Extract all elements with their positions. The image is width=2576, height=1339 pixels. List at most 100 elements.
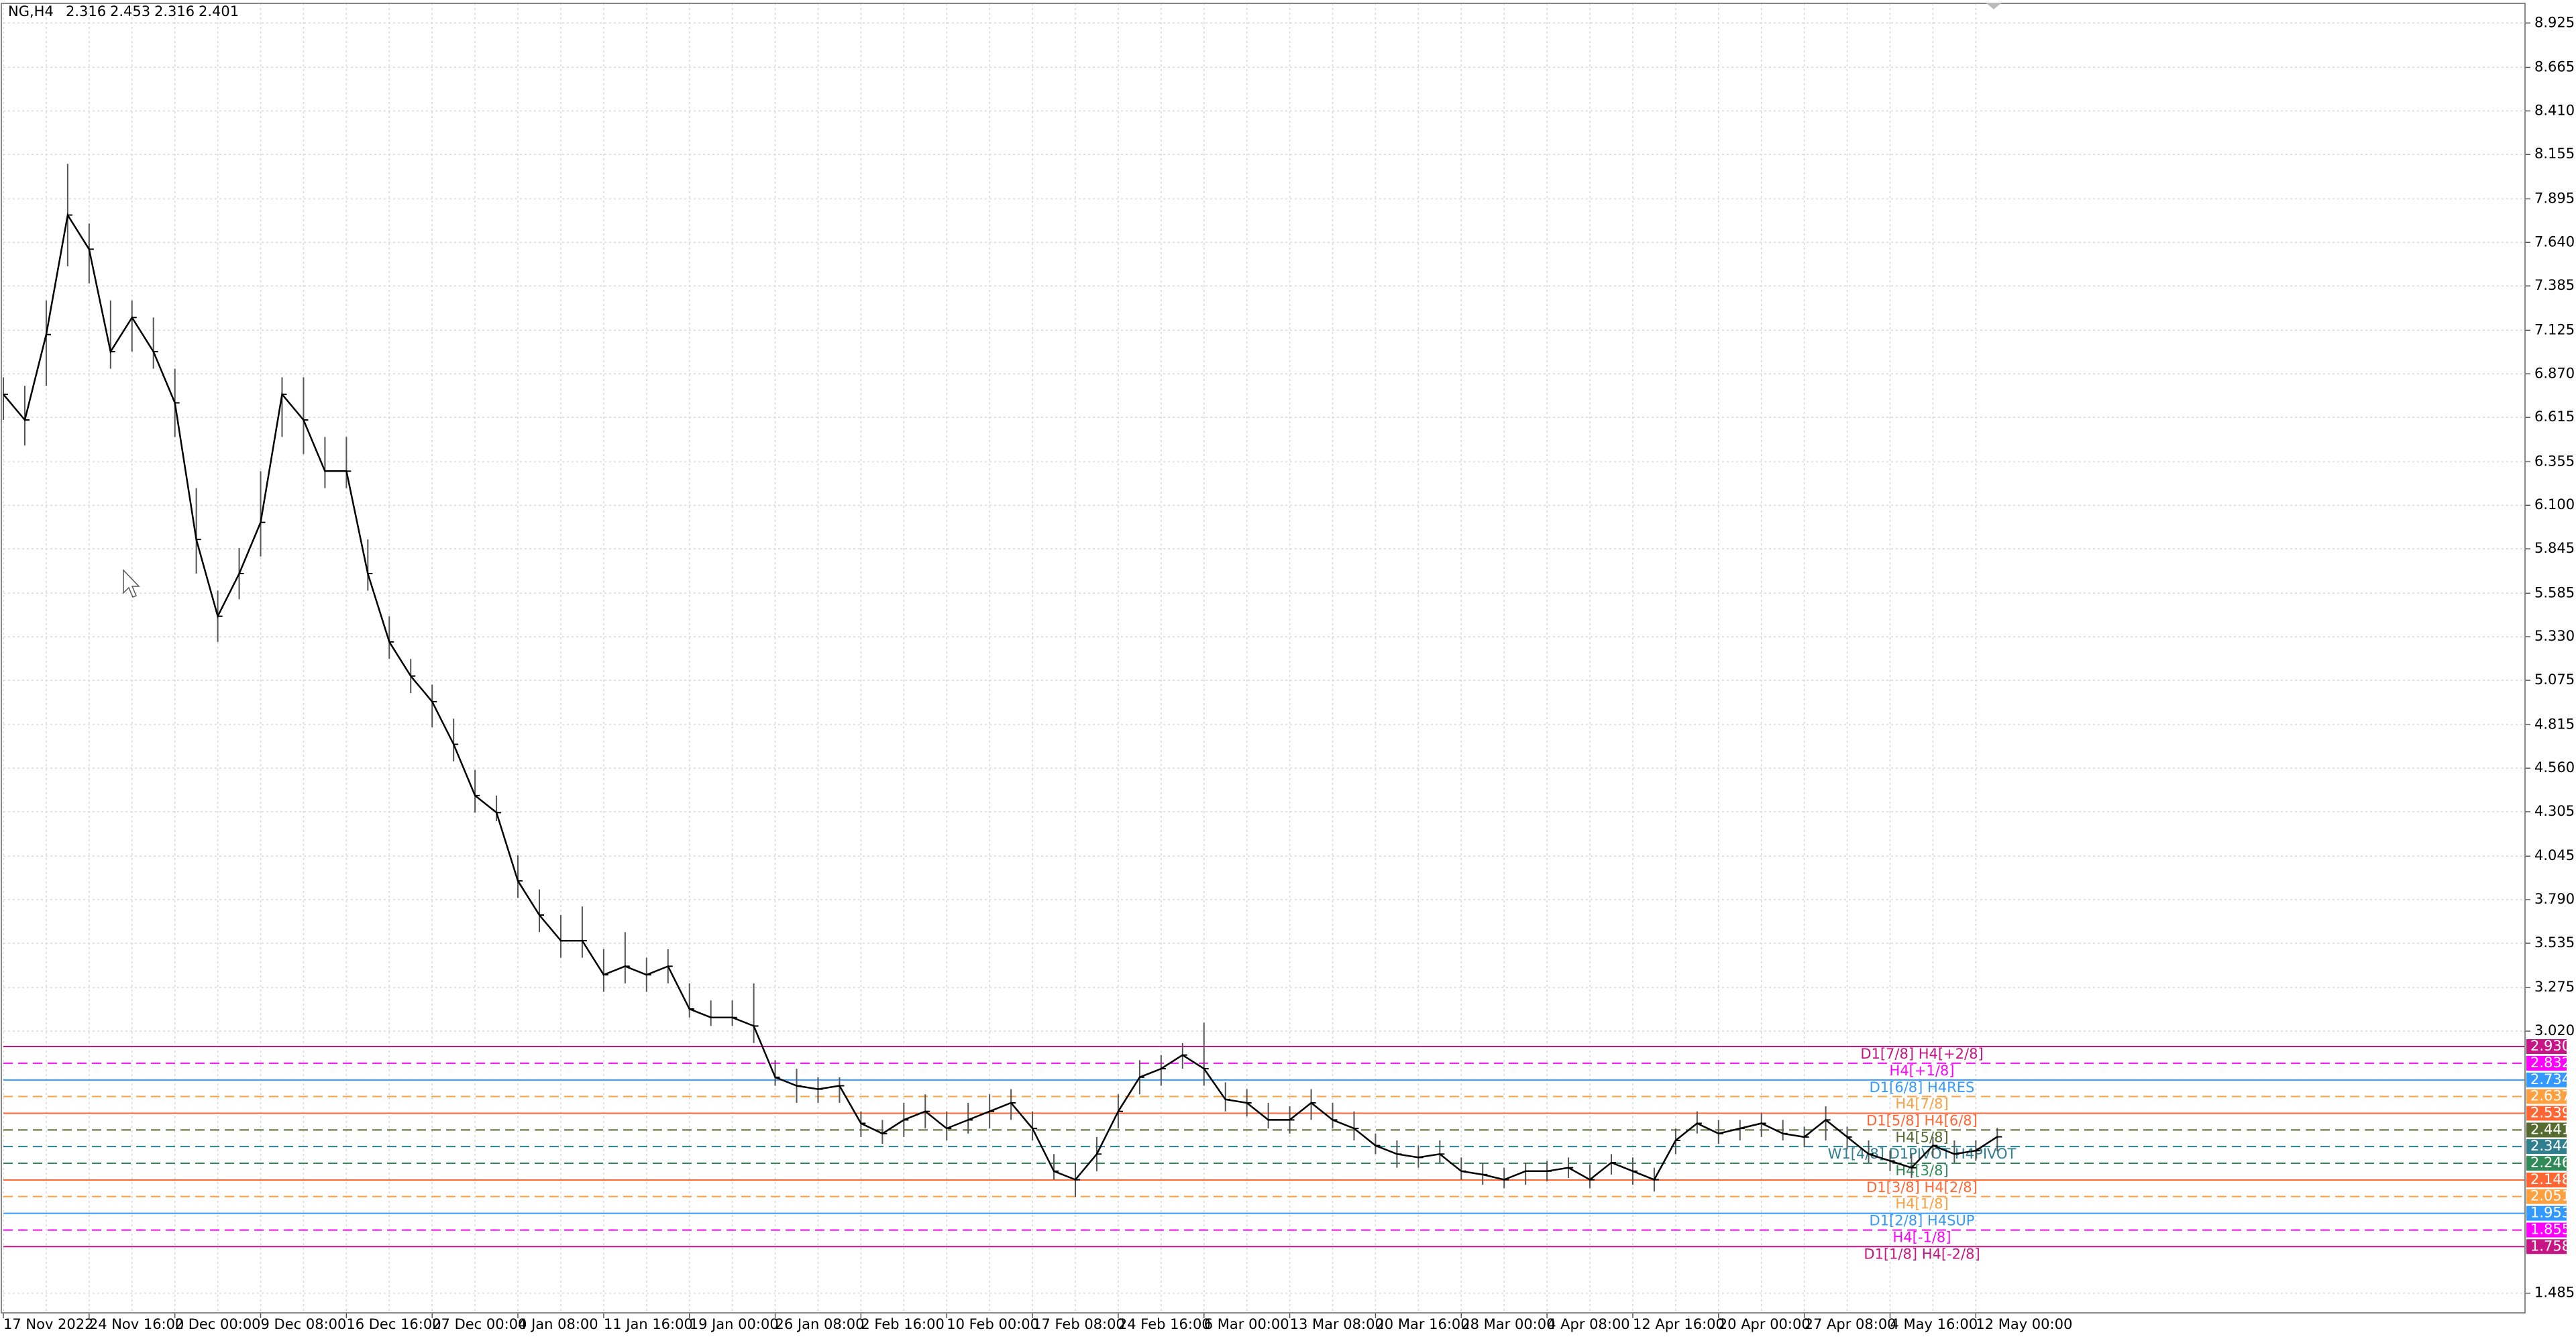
level-price-label: 1.953 [2530,1205,2571,1221]
y-tick-label: 8.410 [2534,102,2575,118]
level-price-box [2526,1072,2567,1087]
level-text: H4[1/8] [1895,1196,1948,1212]
x-tick-label: 19 Jan 00:00 [690,1316,779,1332]
x-tick-label: 4 Jan 08:00 [518,1316,598,1332]
x-tick-label: 26 Jan 08:00 [775,1316,865,1332]
x-tick-label: 24 Nov 16:00 [89,1316,184,1332]
level-price-box [2526,1173,2567,1188]
x-tick-label: 9 Dec 08:00 [261,1316,347,1332]
x-tick-label: 27 Dec 00:00 [432,1316,527,1332]
y-tick-label: 5.585 [2534,584,2575,600]
axes: 8.925 8.665 8.410 8.155 7.895 7.640 7.385 7.125… [3,14,2575,1332]
x-tick-label: 17 Nov 2022 [3,1316,94,1332]
x-tick-label: 16 Dec 16:00 [346,1316,441,1332]
level-text: H4[+1/8] [1890,1063,1955,1079]
y-tick-label: 4.815 [2534,716,2575,732]
x-tick-label: 2 Dec 00:00 [175,1316,261,1332]
x-tick-label: 12 Apr 16:00 [1633,1316,1725,1332]
level-text: D1[3/8] H4[2/8] [1866,1179,1978,1195]
shift-marker [1986,3,2002,9]
high-value: 2.453 [110,3,150,19]
y-tick-label: 4.305 [2534,803,2575,819]
x-tick-label: 4 May 16:00 [1890,1316,1978,1332]
y-tick-label: 8.155 [2534,146,2575,162]
levels: D1[7/8] H4[+2/8]H4[+1/8]D1[6/8] H4RESH4[… [3,1045,2525,1262]
level-price-box [2526,1139,2567,1155]
x-tick-label: 12 May 00:00 [1976,1316,2072,1332]
y-tick-label: 4.045 [2534,847,2575,863]
y-tick-label: 6.100 [2534,496,2575,513]
y-tick-label: 8.665 [2534,58,2575,74]
y-tick-label: 4.560 [2534,759,2575,775]
x-tick-label: 20 Apr 00:00 [1719,1316,1811,1332]
x-tick-label: 17 Feb 08:00 [1032,1316,1125,1332]
level-price-box [2526,1055,2567,1071]
level-price-label: 2.832 [2530,1055,2571,1071]
level-price-label: 2.637 [2530,1088,2571,1104]
level-price-box [2526,1122,2567,1138]
x-tick-label: 13 Mar 08:00 [1290,1316,1384,1332]
level-price-label: 2.734 [2530,1071,2571,1087]
level-text: D1[2/8] H4SUP [1870,1213,1975,1229]
y-tick-label: 7.125 [2534,321,2575,337]
level-text: H4[7/8] [1895,1096,1948,1112]
x-tick-label: 10 Feb 00:00 [947,1316,1039,1332]
x-tick-label: 2 Feb 16:00 [861,1316,944,1332]
level-price-box [2526,1206,2567,1221]
y-tick-label: 3.535 [2534,934,2575,951]
level-price-box [2526,1038,2567,1054]
level-text: H4[-1/8] [1893,1230,1951,1246]
y-tick-label: 7.640 [2534,233,2575,250]
symbol-label: NG,H4 [8,3,54,19]
x-tick-label: 6 Mar 00:00 [1204,1316,1289,1332]
level-price-label: 1.855 [2530,1222,2571,1238]
level-text: W1[4/8] D1PIVOT H4PIVOT [1828,1146,2017,1162]
y-tick-label: 5.330 [2534,628,2575,644]
x-tick-label: 28 Mar 00:00 [1461,1316,1555,1332]
grid [3,3,2525,1313]
level-price-box [2526,1156,2567,1171]
low-value: 2.316 [154,3,195,19]
price-bars [3,164,2002,1197]
level-price-label: 2.148 [2530,1171,2571,1187]
level-price-label: 2.246 [2530,1155,2571,1171]
y-tick-label: 3.020 [2534,1022,2575,1038]
y-tick-label: 5.845 [2534,540,2575,556]
level-price-label: 2.930 [2530,1038,2571,1054]
y-tick-label: 7.385 [2534,277,2575,293]
x-tick-label: 11 Jan 16:00 [604,1316,693,1332]
x-tick-label: 4 Apr 08:00 [1547,1316,1630,1332]
y-tick-label: 6.870 [2534,365,2575,381]
y-tick-label: 3.275 [2534,979,2575,995]
level-price-box [2526,1089,2567,1104]
y-tick-label: 6.355 [2534,453,2575,469]
level-price-label: 2.051 [2530,1188,2571,1204]
mouse-cursor [123,569,140,598]
close-line [3,213,1998,1181]
level-price-label: 2.344 [2530,1138,2571,1154]
open-value: 2.316 [66,3,106,19]
close-value: 2.401 [199,3,239,19]
y-tick-label: 6.615 [2534,409,2575,425]
x-tick-label: 24 Feb 16:00 [1118,1316,1211,1332]
level-price-label: 2.441 [2530,1121,2571,1137]
level-price-box [2526,1239,2567,1254]
plot-frame [1,3,2526,1314]
y-tick-label: 1.485 [2534,1285,2575,1301]
level-price-box [2526,1189,2567,1204]
level-text: D1[1/8] H4[-2/8] [1864,1246,1980,1262]
level-price-box [2526,1222,2567,1238]
level-text: D1[6/8] H4RES [1870,1079,1975,1095]
y-tick-label: 7.895 [2534,190,2575,206]
level-text: D1[5/8] H4[6/8] [1866,1112,1978,1128]
y-tick-label: 3.790 [2534,891,2575,907]
level-text: D1[7/8] H4[+2/8] [1860,1046,1983,1062]
level-price-box [2526,1106,2567,1121]
level-price-label: 1.758 [2530,1238,2571,1254]
level-text: H4[5/8] [1895,1129,1948,1145]
y-tick-label: 8.925 [2534,14,2575,30]
x-tick-label: 20 Mar 16:00 [1375,1316,1469,1332]
x-tick-label: 27 Apr 08:00 [1805,1316,1896,1332]
